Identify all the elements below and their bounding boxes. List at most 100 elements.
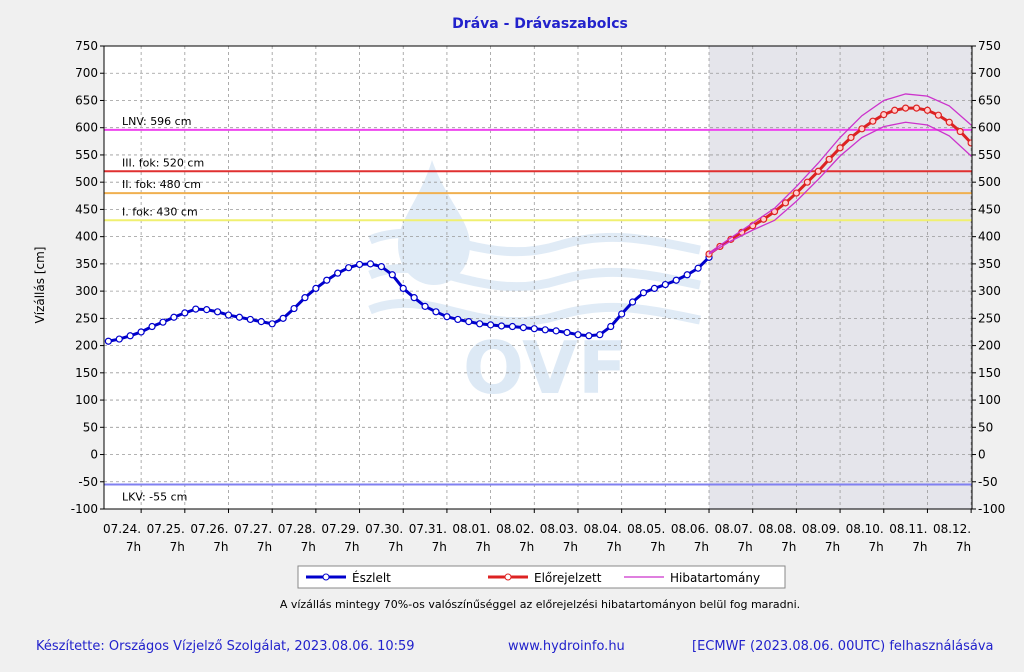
error-band-lower (708, 121, 972, 255)
legend-label: Előrejelzett (534, 571, 602, 585)
x-tick-label: 08.12. (933, 522, 971, 536)
data-point (388, 271, 396, 279)
y2-tick-label: 450 (978, 202, 1001, 216)
x-tick-sublabel: 7h (563, 540, 578, 554)
data-point (476, 320, 484, 328)
x-tick-label: 08.06. (671, 522, 709, 536)
legend-marker (504, 573, 512, 581)
data-point (290, 304, 298, 313)
footer-url: www.hydroinfo.hu (508, 639, 625, 654)
data-point (137, 328, 145, 336)
data-point (508, 322, 517, 331)
y2-tick-label: 100 (978, 393, 1001, 407)
x-tick-label: 07.29. (321, 522, 359, 536)
data-point (104, 337, 112, 345)
data-point (410, 294, 418, 302)
data-point (552, 327, 560, 335)
data-point (563, 328, 571, 337)
y2-tick-label: 150 (978, 366, 1001, 380)
x-tick-sublabel: 7h (825, 540, 840, 554)
data-point (607, 322, 615, 331)
data-point (301, 294, 309, 302)
data-point (781, 199, 790, 207)
x-tick-sublabel: 7h (737, 540, 752, 554)
data-point (279, 314, 287, 322)
x-tick-sublabel: 7h (606, 540, 621, 554)
data-point (847, 133, 855, 142)
legend (297, 565, 786, 589)
x-tick-sublabel: 7h (912, 540, 927, 554)
note: A vízállás mintegy 70%-os valószínűségge… (280, 598, 800, 611)
threshold-label: III. fok: 520 cm (122, 156, 204, 169)
x-tick-sublabel: 7h (388, 540, 403, 554)
x-tick-sublabel: 7h (213, 540, 228, 554)
y2-tick-label: 500 (978, 175, 1001, 189)
y-tick-label: 550 (75, 148, 98, 162)
data-point (159, 318, 167, 326)
data-point (858, 125, 866, 133)
x-tick-label: 07.25. (147, 522, 185, 536)
x-tick-sublabel: 7h (956, 540, 971, 554)
threshold-label: LKV: -55 cm (122, 490, 187, 503)
y-tick-label: 350 (75, 257, 98, 271)
footer-credit: Készítette: Országos Vízjelző Szolgálat,… (36, 639, 415, 654)
data-point (880, 111, 888, 119)
x-tick-label: 07.30. (365, 522, 403, 536)
x-tick-label: 07.24. (103, 522, 141, 536)
data-point (126, 332, 134, 340)
y-tick-label: 700 (75, 66, 98, 80)
y2-tick-label: 750 (978, 39, 1001, 53)
y-tick-label: 0 (90, 448, 98, 462)
data-point (432, 308, 440, 316)
data-point (421, 302, 429, 310)
x-tick-sublabel: 7h (475, 540, 490, 554)
data-point (803, 178, 811, 186)
y-tick-label: 50 (83, 420, 98, 434)
data-point (694, 264, 702, 272)
y-tick-label: 150 (75, 366, 98, 380)
y2-tick-label: 50 (978, 420, 993, 434)
forecast-region (709, 46, 972, 509)
data-layer: OVF LNV: 596 cm III. fok: 520 cm II. fok: 4… (104, 46, 972, 509)
legend-label: Hibatartomány (670, 571, 760, 585)
y2-tick-label: -100 (978, 502, 1005, 516)
data-point (825, 155, 833, 163)
threshold-label: II. fok: 480 cm (122, 178, 201, 191)
x-tick-sublabel: 7h (257, 540, 272, 554)
data-point (345, 264, 353, 272)
data-point (148, 322, 156, 331)
data-point (628, 298, 637, 306)
y-tick-label: 400 (75, 230, 98, 244)
data-point (224, 311, 233, 319)
data-point (891, 106, 899, 114)
chart-title: Dráva - Drávaszabolcs (452, 16, 628, 32)
data-point (836, 144, 844, 152)
data-point (923, 106, 932, 114)
error-band-upper (708, 93, 972, 254)
y2-tick-label: -50 (978, 475, 998, 489)
y-tick-label: -100 (71, 502, 98, 516)
data-point (268, 320, 276, 328)
data-point (399, 284, 407, 292)
data-point (443, 313, 451, 321)
data-point (366, 260, 375, 268)
data-point (235, 313, 244, 321)
data-point (618, 310, 626, 318)
x-tick-label: 08.09. (802, 522, 840, 536)
y2-tick-label: 650 (978, 93, 1001, 107)
x-tick-label: 07.31. (409, 522, 447, 536)
y2-tick-label: 600 (978, 121, 1001, 135)
x-tick-label: 08.05. (627, 522, 665, 536)
data-point (257, 318, 265, 326)
data-point (814, 167, 822, 175)
data-point (574, 331, 582, 339)
data-point (912, 104, 921, 112)
y-tick-label: 750 (75, 39, 98, 53)
x-tick-sublabel: 7h (519, 540, 534, 554)
data-point (672, 276, 680, 284)
data-point (246, 315, 254, 324)
watermark-text: OVF (463, 326, 627, 410)
x-tick-sublabel: 7h (781, 540, 796, 554)
threshold-label: I. fok: 430 cm (122, 205, 198, 218)
